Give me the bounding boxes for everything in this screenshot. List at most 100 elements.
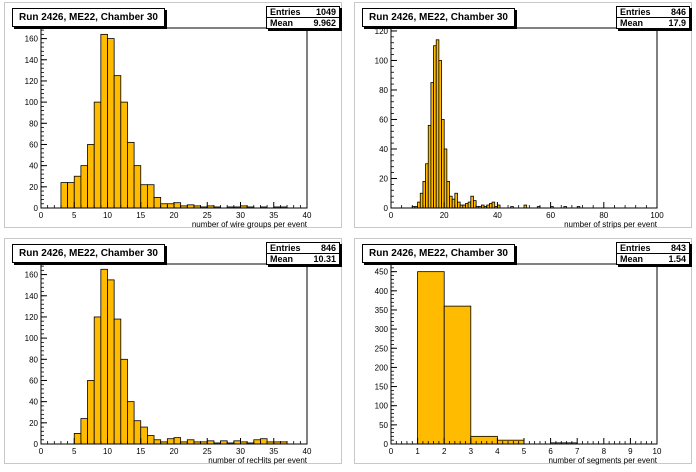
histogram-bar xyxy=(133,420,142,445)
y-tick-label: 0 xyxy=(384,204,389,213)
x-axis-label: number of recHits per event xyxy=(208,456,307,465)
y-tick-label: 300 xyxy=(375,325,389,334)
y-tick-label: 40 xyxy=(379,145,388,154)
y-tick-label: 80 xyxy=(379,86,388,95)
wire-groups-histogram: 0 5 10 15 20 25 30 35 40 0 20 40 60 80 100 120 140 160 num… xyxy=(25,27,312,229)
y-tick-label: 140 xyxy=(25,56,39,65)
y-tick-label: 140 xyxy=(25,292,39,301)
histogram-bar xyxy=(87,144,95,209)
mean-label: Mean xyxy=(270,254,294,264)
y-tick-label: 80 xyxy=(29,355,38,364)
y-tick-label: 250 xyxy=(375,344,389,353)
histogram-bar xyxy=(73,433,82,445)
segments-histogram: 0 1 2 3 4 5 6 7 8 9 10050100150200250300350400450n… xyxy=(375,263,662,465)
y-tick-label: 160 xyxy=(25,271,39,280)
histogram-bar xyxy=(113,318,122,445)
chart-title: Run 2426, ME22, Chamber 30 xyxy=(362,244,515,263)
x-tick-label: 5 xyxy=(72,447,77,456)
rechits-histogram: 0 5 10 15 20 25 30 35 40 0 20 40 60 80 100 120 140 160 num… xyxy=(25,263,312,465)
mean-label: Mean xyxy=(620,18,644,28)
x-tick-label: 40 xyxy=(303,211,312,220)
x-tick-label: 100 xyxy=(650,211,664,220)
y-tick-label: 100 xyxy=(375,402,389,411)
histogram-bar xyxy=(133,165,142,209)
y-tick-label: 60 xyxy=(379,115,388,124)
histogram-bar xyxy=(127,141,135,209)
x-tick-label: 10 xyxy=(103,447,112,456)
x-tick-label: 1 xyxy=(415,447,420,456)
histogram-bar xyxy=(93,316,102,445)
x-tick-label: 35 xyxy=(269,211,278,220)
entries-label: Entries xyxy=(620,7,651,17)
entries-value: 843 xyxy=(670,243,686,253)
histogram-bar xyxy=(140,184,148,209)
y-tick-label: 200 xyxy=(375,363,389,372)
x-tick-label: 15 xyxy=(136,211,145,220)
histogram-bar xyxy=(173,437,182,445)
y-tick-label: 450 xyxy=(375,268,389,277)
x-axis-label: number of segments per event xyxy=(548,456,657,465)
entries-value: 846 xyxy=(320,243,336,253)
y-tick-label: 120 xyxy=(25,313,39,322)
x-tick-label: 30 xyxy=(236,447,245,456)
x-tick-label: 15 xyxy=(136,447,145,456)
y-tick-label: 150 xyxy=(375,383,389,392)
x-tick-label: 20 xyxy=(170,447,179,456)
y-tick-label: 40 xyxy=(29,162,38,171)
x-tick-label: 40 xyxy=(493,211,502,220)
y-tick-label: 0 xyxy=(384,440,389,449)
entries-label: Entries xyxy=(620,243,651,253)
histogram-bar xyxy=(146,435,155,445)
x-tick-label: 2 xyxy=(442,447,447,456)
x-tick-label: 0 xyxy=(39,447,44,456)
histogram-bar xyxy=(113,75,122,209)
histogram-panel-strips: 0 20 40 60 80 100 0 20 40 60 80 100 120 number of str… xyxy=(354,2,692,229)
y-tick-label: 20 xyxy=(29,183,38,192)
x-tick-label: 4 xyxy=(495,447,500,456)
x-tick-label: 0 xyxy=(389,447,394,456)
stats-box: Entries 843 Mean 1.54 xyxy=(616,242,690,265)
histogram-bar xyxy=(107,38,115,209)
x-tick-label: 60 xyxy=(546,211,555,220)
strips-histogram: 0 20 40 60 80 100 0 20 40 60 80 100 120 number of str… xyxy=(375,27,665,229)
histogram-bar xyxy=(260,438,268,445)
histogram-bar xyxy=(173,202,182,209)
x-tick-label: 10 xyxy=(103,211,112,220)
x-tick-label: 10 xyxy=(653,447,662,456)
y-tick-label: 100 xyxy=(375,56,389,65)
y-tick-label: 0 xyxy=(34,440,39,449)
y-tick-label: 60 xyxy=(29,140,38,149)
histogram-bar xyxy=(100,268,108,445)
histogram-bar xyxy=(80,165,88,209)
y-tick-label: 160 xyxy=(25,35,39,44)
histogram-bar xyxy=(140,426,148,445)
x-tick-label: 0 xyxy=(39,211,44,220)
x-tick-label: 20 xyxy=(170,211,179,220)
x-tick-label: 25 xyxy=(203,447,212,456)
stats-box: Entries 846 Mean 17.9 xyxy=(616,6,690,29)
histogram-panel-wire-groups: 0 5 10 15 20 25 30 35 40 0 20 40 60 80 100 120 140 160 num… xyxy=(4,2,342,229)
entries-label: Entries xyxy=(270,243,301,253)
histogram-bar xyxy=(470,435,498,445)
histogram-bar xyxy=(160,203,168,209)
histogram-bar xyxy=(120,101,128,209)
x-tick-label: 0 xyxy=(389,211,394,220)
entries-value: 1049 xyxy=(315,7,336,17)
histogram-bar xyxy=(166,203,175,209)
y-tick-label: 100 xyxy=(25,98,39,107)
x-tick-label: 30 xyxy=(236,211,245,220)
histogram-bar xyxy=(93,101,102,209)
y-tick-label: 20 xyxy=(29,419,38,428)
histogram-bar xyxy=(80,418,88,445)
y-tick-label: 120 xyxy=(25,77,39,86)
histogram-bar xyxy=(443,305,472,445)
histogram-bar xyxy=(417,271,445,445)
y-tick-label: 40 xyxy=(29,398,38,407)
x-tick-label: 7 xyxy=(575,447,580,456)
histogram-bar xyxy=(127,401,135,445)
histogram-bar xyxy=(73,175,82,209)
x-axis-label: number of strips per event xyxy=(564,220,658,229)
histogram-bar xyxy=(100,33,108,209)
x-tick-label: 6 xyxy=(548,447,553,456)
histogram-panel-segments: 0 1 2 3 4 5 6 7 8 9 10 0 50 100 150 200 250 300 350 400 450 n… xyxy=(354,238,692,465)
